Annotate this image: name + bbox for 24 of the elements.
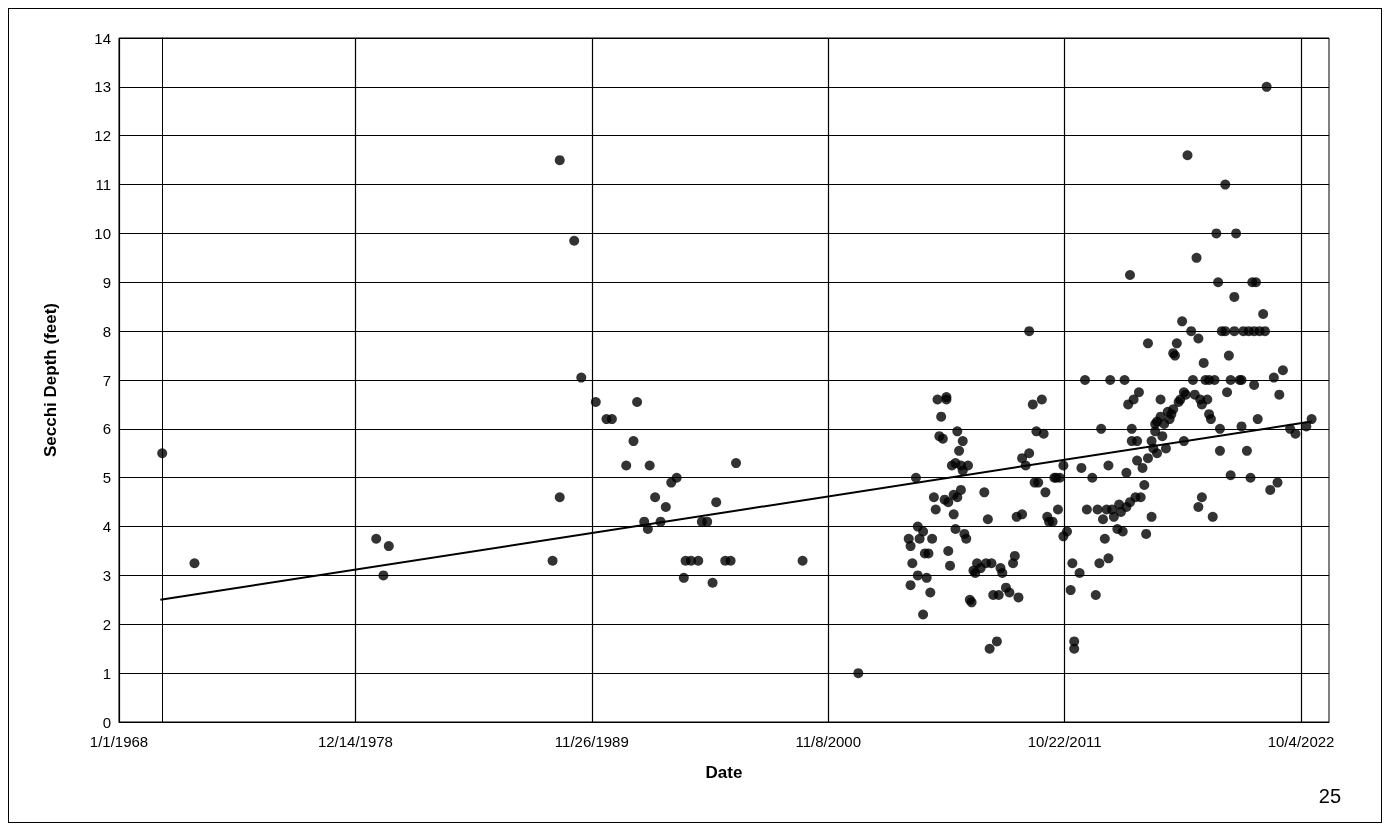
- y-tick-label: 3: [102, 566, 111, 584]
- y-tick-label: 9: [102, 273, 111, 291]
- x-tick-label: 12/14/1978: [317, 733, 393, 750]
- y-tick-label: 1: [102, 664, 111, 682]
- y-tick-label: 5: [102, 469, 111, 487]
- x-tick-label: 10/22/2011: [1027, 733, 1102, 750]
- y-axis-title: Secchi Depth (feet): [41, 303, 60, 457]
- y-tick-label: 2: [102, 615, 111, 633]
- x-tick-label: 10/4/2022: [1267, 733, 1335, 750]
- x-tick-label: 11/26/1989: [554, 733, 629, 750]
- y-tick-label: 11: [95, 176, 111, 194]
- x-tick-label: 1/1/1968: [89, 733, 149, 750]
- y-tick-label: 4: [102, 518, 111, 536]
- text: 25: [1318, 785, 1341, 807]
- x-tick-label: 11/8/2000: [795, 733, 862, 750]
- y-tick-label: 0: [102, 713, 111, 731]
- y-tick-label: 13: [94, 78, 111, 96]
- x-axis-title: Date: [705, 763, 743, 782]
- y-tick-label: 14: [94, 29, 111, 47]
- y-tick-label: 12: [94, 127, 111, 145]
- y-tick-label: 7: [102, 371, 111, 389]
- y-tick-label: 8: [102, 322, 111, 340]
- y-tick-label: 6: [102, 420, 111, 438]
- y-tick-label: 10: [94, 224, 111, 242]
